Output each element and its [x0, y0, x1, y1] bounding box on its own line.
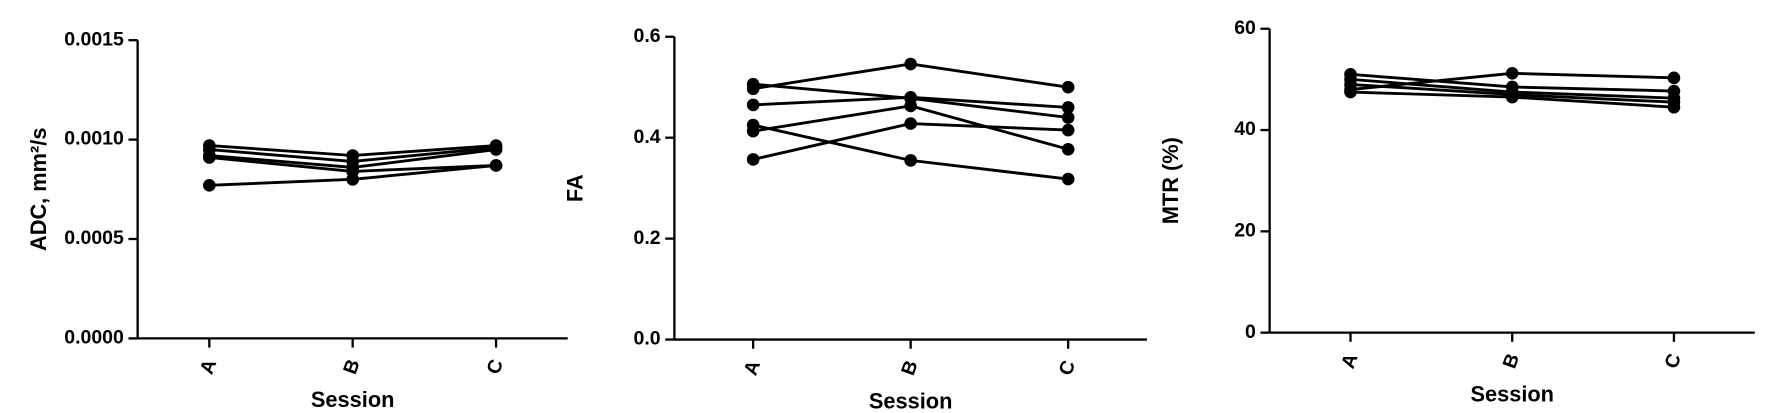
x-tick-label: C	[483, 356, 508, 377]
y-axis-title: MTR (%)	[1158, 137, 1183, 224]
data-point	[904, 154, 917, 167]
x-tick-label: C	[1660, 351, 1685, 372]
data-point	[1667, 71, 1681, 85]
x-axis-title: Session	[311, 387, 395, 412]
y-tick-label: 40	[1234, 118, 1256, 140]
data-point	[203, 151, 216, 164]
y-tick-label: 20	[1234, 220, 1256, 242]
data-point	[1667, 100, 1681, 114]
x-axis-title: Session	[869, 388, 953, 413]
data-point	[904, 117, 917, 130]
x-tick-label: A	[740, 358, 765, 379]
data-point	[746, 98, 760, 112]
y-axis-title: ADC, mm²/s	[26, 128, 51, 251]
data-point	[746, 153, 760, 166]
data-point	[1061, 111, 1075, 124]
x-axis-title: Session	[1470, 381, 1554, 406]
x-tick-label: B	[339, 356, 364, 377]
data-point	[1505, 90, 1519, 104]
x-tick-label: A	[196, 356, 221, 377]
y-tick-label: 0.2	[634, 227, 661, 249]
y-axis-title: FA	[563, 174, 588, 202]
y-tick-label: 0	[1245, 321, 1256, 343]
data-point	[489, 159, 503, 172]
y-tick-label: 0.6	[634, 25, 661, 47]
x-tick-label: A	[1337, 351, 1362, 372]
data-point	[1061, 142, 1075, 156]
data-point	[746, 118, 760, 132]
y-tick-label: 60	[1234, 17, 1256, 39]
data-point	[904, 99, 917, 113]
data-point	[1061, 172, 1075, 186]
data-point	[346, 173, 359, 186]
x-tick-label: C	[1055, 358, 1080, 379]
y-tick-label: 0.0005	[64, 227, 124, 249]
series-line	[752, 123, 1069, 181]
y-tick-label: 0.0	[634, 328, 661, 350]
data-point	[1505, 66, 1519, 80]
data-point	[904, 57, 917, 71]
data-point	[489, 143, 503, 156]
data-point	[203, 179, 216, 192]
data-point	[746, 77, 760, 91]
data-point	[1344, 85, 1357, 99]
y-tick-label: 0.0000	[64, 327, 124, 349]
data-point	[1061, 101, 1075, 114]
data-point	[1061, 80, 1075, 94]
data-point	[1061, 123, 1075, 137]
x-tick-label: B	[1499, 351, 1524, 372]
x-tick-label: B	[897, 358, 922, 379]
y-tick-label: 0.0010	[64, 128, 124, 150]
y-tick-label: 0.0015	[64, 28, 124, 50]
y-tick-label: 0.4	[634, 126, 661, 148]
